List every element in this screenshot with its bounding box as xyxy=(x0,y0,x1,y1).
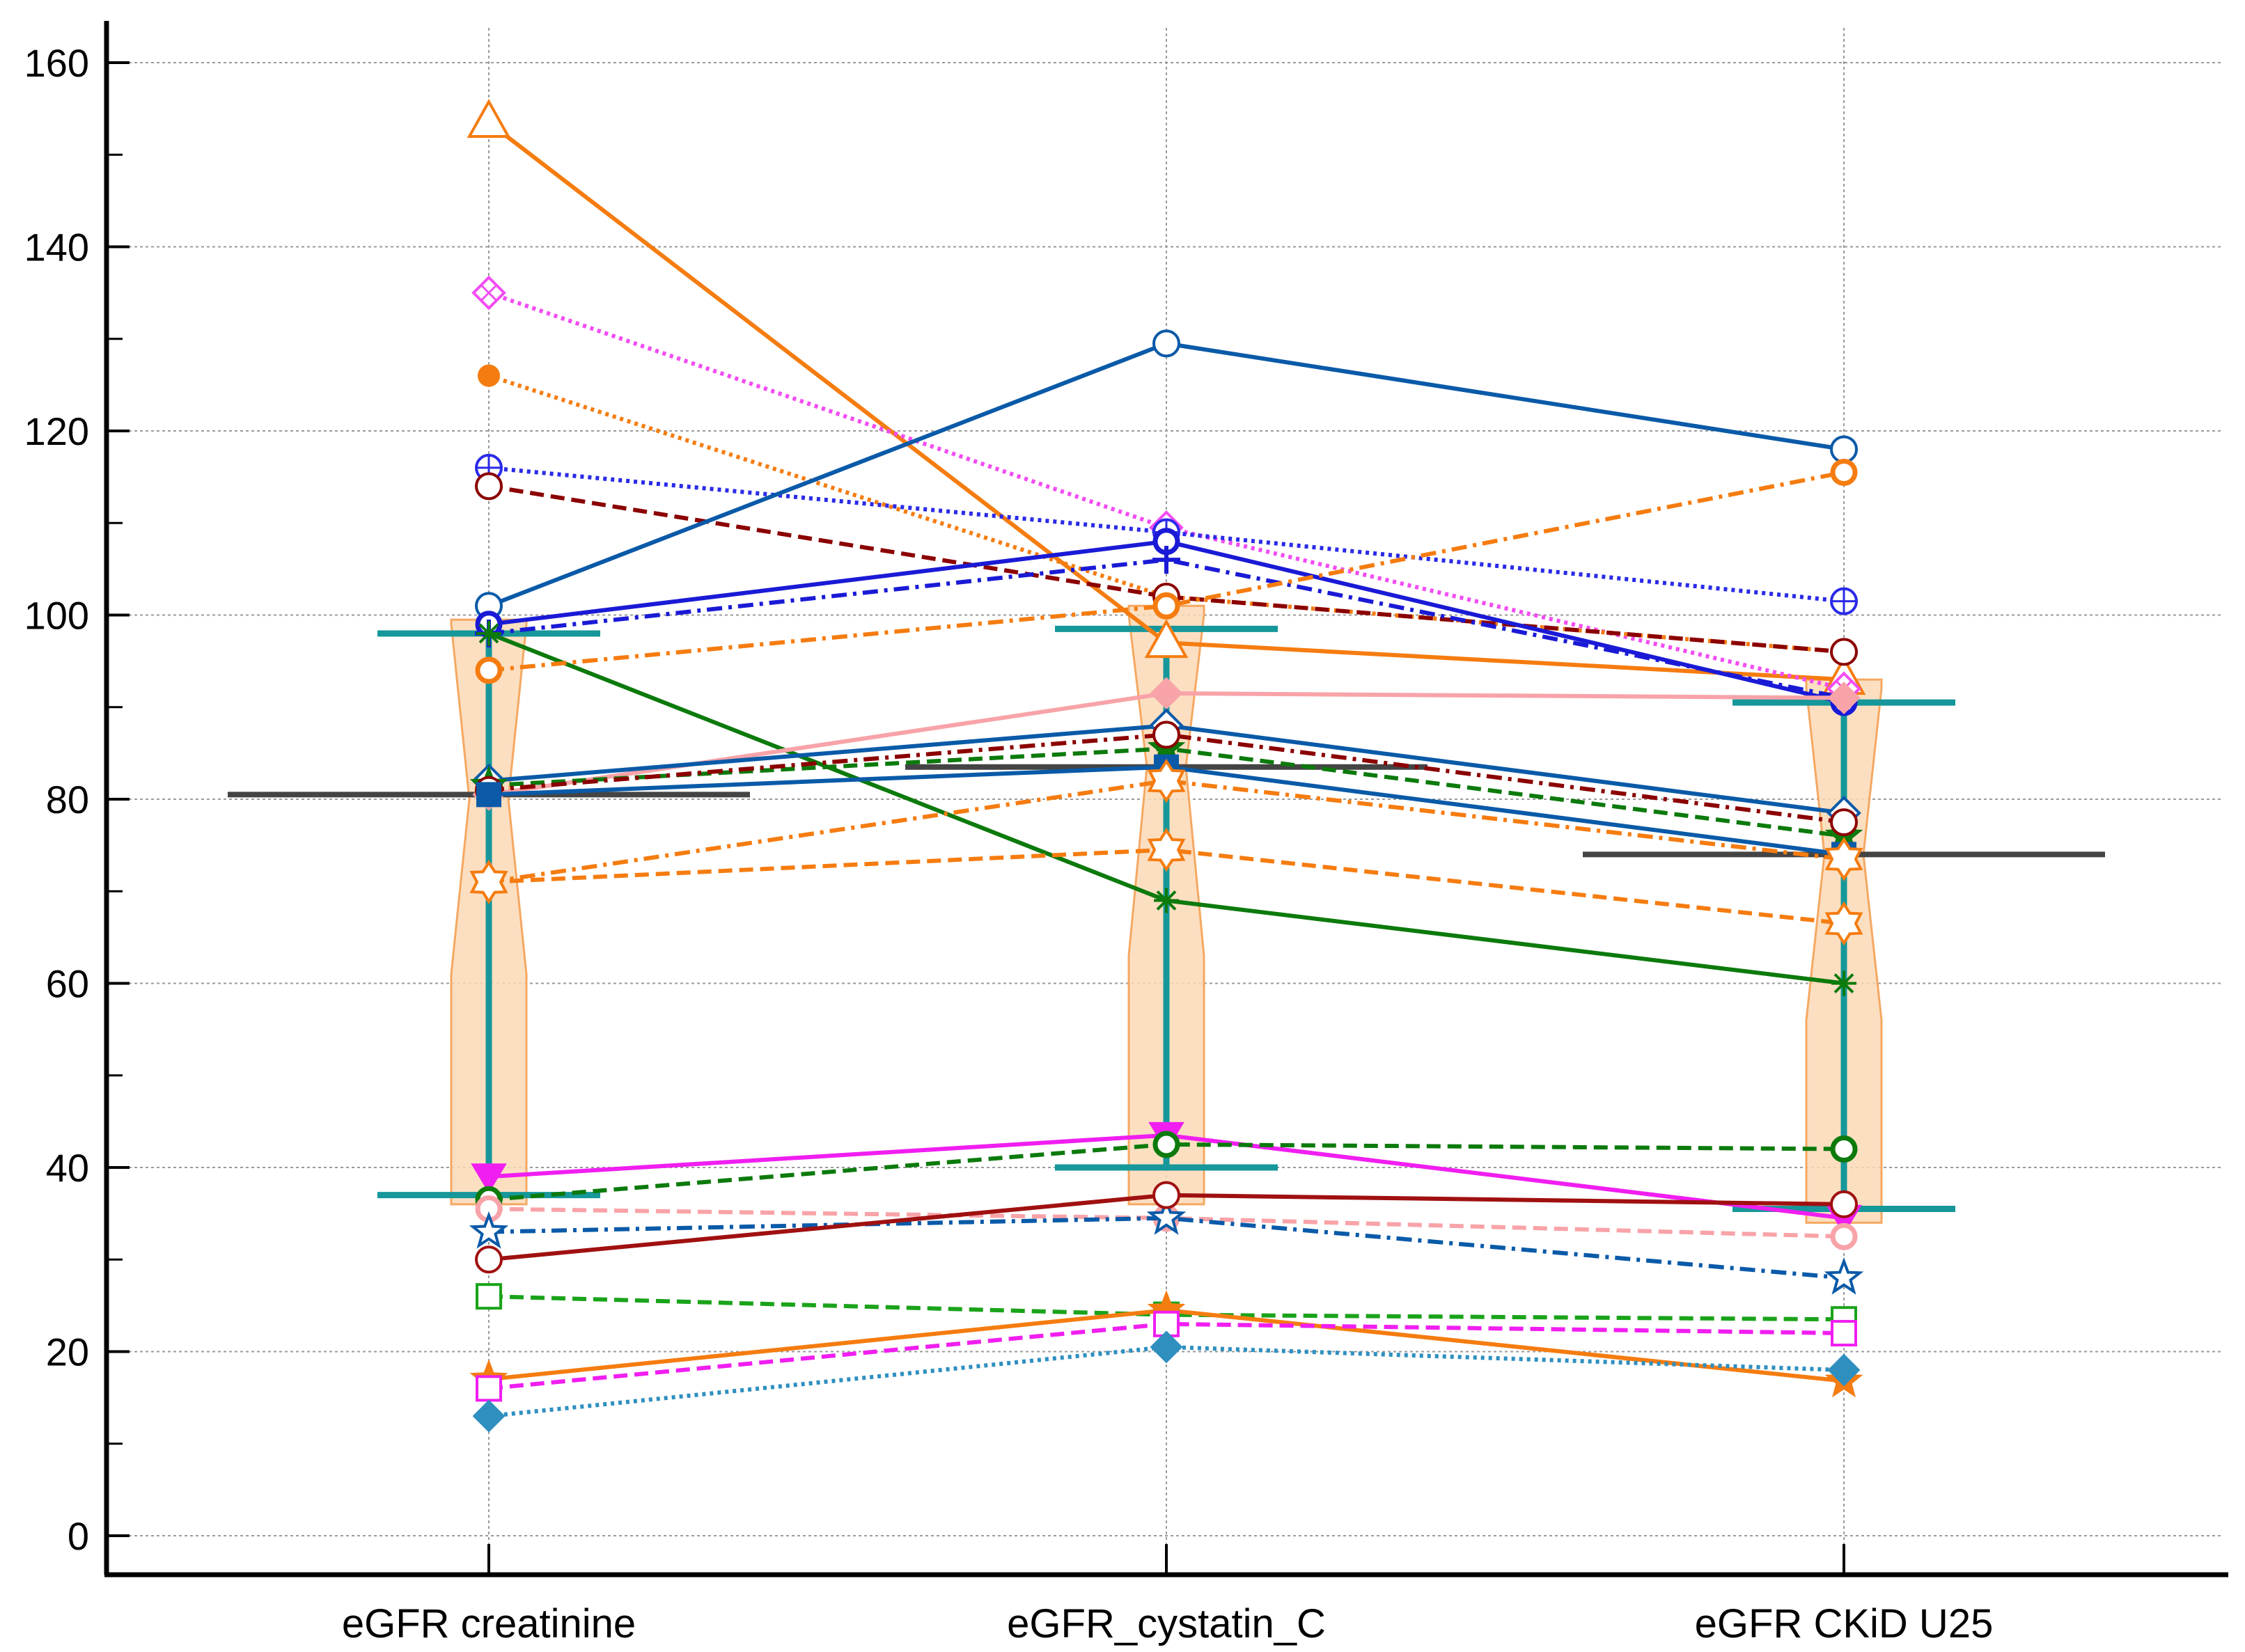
data-point-marker xyxy=(1144,619,1189,659)
series-line xyxy=(488,465,1845,604)
data-point-marker xyxy=(1830,638,1858,666)
x-category-label: eGFR_cystatin_C xyxy=(1007,1601,1326,1646)
data-point-marker xyxy=(476,620,501,646)
y-tick-label: 160 xyxy=(24,41,89,85)
data-point-marker xyxy=(1152,721,1180,749)
data-point-marker xyxy=(1830,1135,1858,1163)
series-group xyxy=(469,827,1863,946)
series-group xyxy=(469,1197,1864,1295)
data-point-marker xyxy=(1824,901,1863,946)
data-point-marker xyxy=(476,1375,502,1402)
data-point-marker xyxy=(1827,1353,1861,1387)
data-point-marker xyxy=(1824,837,1863,881)
y-tick-label: 40 xyxy=(46,1146,89,1190)
x-ticks: eGFR creatinine eGFR_cystatin_C eGFR CKiD … xyxy=(342,1544,1993,1646)
data-point-marker xyxy=(1830,459,1858,487)
data-point-marker xyxy=(1147,758,1186,803)
series-group xyxy=(472,1330,1861,1433)
data-point-marker xyxy=(1830,1222,1858,1250)
y-tick-label: 20 xyxy=(46,1330,89,1374)
y-tick-label: 140 xyxy=(24,226,89,269)
data-series xyxy=(467,98,1866,1433)
data-point-marker xyxy=(1150,1330,1183,1364)
data-point-marker-detail xyxy=(480,284,498,301)
y-tick-label: 0 xyxy=(68,1514,89,1558)
y-tick-label: 100 xyxy=(24,594,89,638)
data-point-marker xyxy=(1152,592,1180,620)
data-point-marker xyxy=(476,1283,502,1310)
series-group xyxy=(475,459,1858,684)
data-point-marker xyxy=(471,1163,507,1194)
data-point-marker xyxy=(1827,682,1861,714)
x-category-label: eGFR CKiD U25 xyxy=(1695,1601,1994,1646)
data-point-marker xyxy=(478,364,500,387)
data-point-marker xyxy=(1146,1197,1187,1235)
data-point-marker xyxy=(476,782,501,808)
data-point-marker xyxy=(1824,1257,1864,1295)
data-point-marker xyxy=(475,1245,503,1274)
data-point-marker xyxy=(475,472,503,501)
data-point-marker xyxy=(1152,329,1180,358)
data-point-marker xyxy=(1831,1320,1857,1347)
data-point-marker xyxy=(1152,546,1180,574)
x-category-label: eGFR creatinine xyxy=(342,1601,636,1646)
y-tick-label: 60 xyxy=(46,962,89,1006)
series-group xyxy=(476,620,1856,996)
data-point-marker xyxy=(1830,435,1858,464)
data-point-marker xyxy=(1147,827,1186,872)
data-point-marker xyxy=(1152,1131,1180,1158)
data-point-marker xyxy=(475,656,503,684)
series-group xyxy=(475,329,1858,620)
data-point-marker xyxy=(1830,1190,1858,1218)
y-ticks: 0 20 40 60 80 100 120 140 160 xyxy=(24,41,130,1558)
data-point-marker xyxy=(467,98,511,138)
data-point-marker xyxy=(1152,1181,1180,1209)
data-point-marker xyxy=(1154,888,1179,913)
y-tick-label: 120 xyxy=(24,409,89,453)
data-point-marker xyxy=(1830,808,1858,837)
data-point-marker-detail xyxy=(1831,588,1856,614)
series-line xyxy=(488,778,1845,884)
series-line xyxy=(488,1216,1845,1280)
series-group xyxy=(475,1181,1858,1274)
data-point-marker xyxy=(469,1211,509,1249)
data-point-marker xyxy=(1831,970,1856,996)
series-group xyxy=(475,472,1858,666)
data-point-marker xyxy=(469,860,508,904)
data-point-marker xyxy=(472,1399,506,1433)
y-tick-label: 80 xyxy=(46,778,89,821)
series-line xyxy=(488,484,1845,654)
